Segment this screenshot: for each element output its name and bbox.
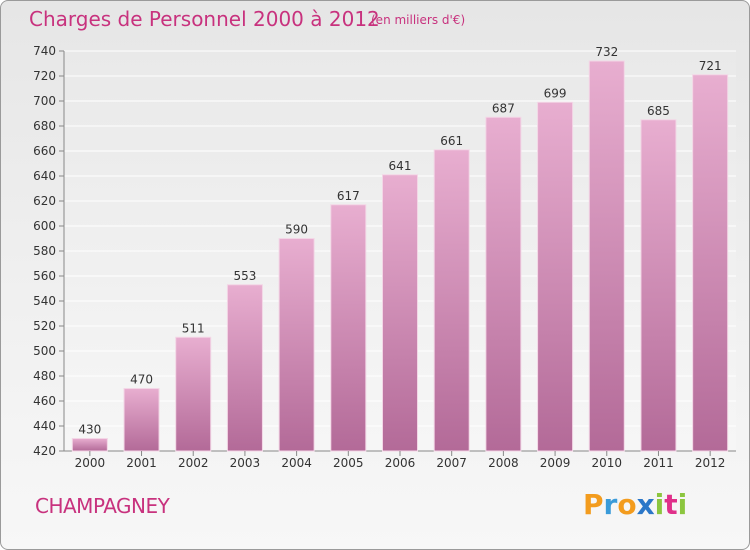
- x-tick-label: 2000: [75, 456, 106, 470]
- data-label: 590: [285, 223, 308, 237]
- bar: [71, 438, 108, 452]
- y-tick-label: 620: [33, 194, 56, 208]
- x-tick-label: 2005: [333, 456, 364, 470]
- bar: [330, 204, 367, 452]
- y-tick-label: 420: [33, 444, 56, 458]
- y-tick-label: 560: [33, 269, 56, 283]
- data-label: 511: [182, 321, 205, 335]
- bar: [485, 116, 522, 452]
- commune-name: CHAMPAGNEY: [35, 494, 170, 518]
- y-tick-label: 640: [33, 169, 56, 183]
- bar: [123, 388, 160, 452]
- x-tick-label: 2001: [126, 456, 157, 470]
- data-label: 687: [492, 101, 515, 115]
- x-tick-label: 2003: [230, 456, 261, 470]
- bar: [640, 119, 677, 452]
- data-label: 699: [544, 86, 567, 100]
- y-tick-label: 660: [33, 144, 56, 158]
- bar: [537, 101, 574, 452]
- x-tick-label: 2004: [281, 456, 312, 470]
- data-label: 470: [130, 373, 153, 387]
- data-label: 661: [440, 134, 463, 148]
- x-tick-label: 2002: [178, 456, 209, 470]
- y-tick-label: 740: [33, 44, 56, 58]
- y-tick-label: 440: [33, 419, 56, 433]
- data-label: 641: [389, 159, 412, 173]
- bar: [278, 238, 315, 452]
- data-label: 430: [78, 423, 101, 437]
- y-tick-label: 540: [33, 294, 56, 308]
- x-tick-label: 2009: [540, 456, 571, 470]
- data-label: 685: [647, 104, 670, 118]
- x-tick-label: 2011: [643, 456, 674, 470]
- data-label: 721: [699, 59, 722, 73]
- bar: [175, 336, 212, 452]
- y-tick-label: 680: [33, 119, 56, 133]
- bar: [588, 60, 625, 452]
- data-label: 732: [595, 45, 618, 59]
- bar: [226, 284, 263, 452]
- y-tick-label: 520: [33, 319, 56, 333]
- bar: [433, 149, 470, 452]
- y-tick-label: 480: [33, 369, 56, 383]
- x-tick-label: 2008: [488, 456, 519, 470]
- y-tick-label: 700: [33, 94, 56, 108]
- data-label: 617: [337, 189, 360, 203]
- y-tick-label: 460: [33, 394, 56, 408]
- x-tick-label: 2012: [695, 456, 726, 470]
- y-tick-label: 580: [33, 244, 56, 258]
- bar: [382, 174, 418, 452]
- chart-title: Charges de Personnel 2000 à 2012: [29, 7, 380, 31]
- y-tick-label: 500: [33, 344, 56, 358]
- y-tick-label: 720: [33, 69, 56, 83]
- data-label: 553: [233, 269, 256, 283]
- y-tick-label: 600: [33, 219, 56, 233]
- x-tick-label: 2006: [385, 456, 416, 470]
- x-tick-label: 2010: [591, 456, 622, 470]
- chart-subtitle: (en milliers d'€): [371, 13, 466, 27]
- proxiti-logo: Proxiti: [583, 488, 688, 521]
- bar: [692, 74, 729, 452]
- x-tick-label: 2007: [436, 456, 467, 470]
